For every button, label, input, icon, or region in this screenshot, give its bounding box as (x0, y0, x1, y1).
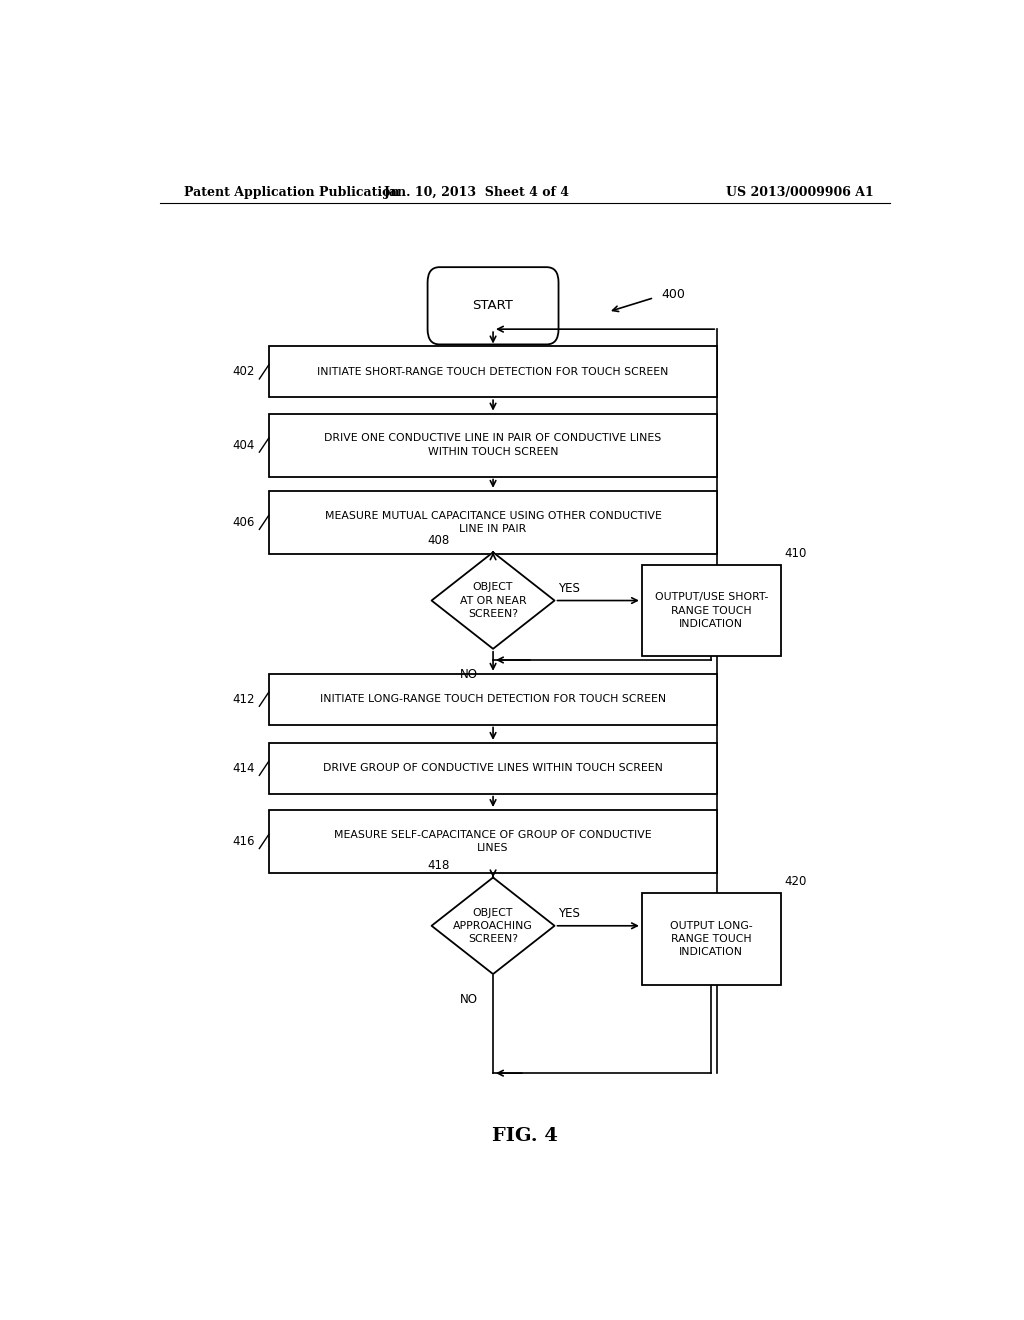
Polygon shape (431, 878, 555, 974)
Text: INITIATE LONG-RANGE TOUCH DETECTION FOR TOUCH SCREEN: INITIATE LONG-RANGE TOUCH DETECTION FOR … (319, 694, 667, 704)
Text: NO: NO (460, 993, 478, 1006)
FancyBboxPatch shape (428, 267, 558, 345)
Text: 414: 414 (232, 762, 255, 775)
FancyBboxPatch shape (269, 673, 717, 725)
Text: 400: 400 (662, 288, 685, 301)
Text: 408: 408 (428, 535, 450, 548)
Text: OBJECT
APPROACHING
SCREEN?: OBJECT APPROACHING SCREEN? (454, 908, 532, 944)
Text: 420: 420 (784, 875, 807, 888)
Text: OBJECT
AT OR NEAR
SCREEN?: OBJECT AT OR NEAR SCREEN? (460, 582, 526, 619)
FancyBboxPatch shape (269, 413, 717, 477)
FancyBboxPatch shape (269, 491, 717, 554)
Text: OUTPUT LONG-
RANGE TOUCH
INDICATION: OUTPUT LONG- RANGE TOUCH INDICATION (670, 921, 753, 957)
Text: 416: 416 (232, 836, 255, 847)
Text: DRIVE GROUP OF CONDUCTIVE LINES WITHIN TOUCH SCREEN: DRIVE GROUP OF CONDUCTIVE LINES WITHIN T… (324, 763, 663, 774)
Text: INITIATE SHORT-RANGE TOUCH DETECTION FOR TOUCH SCREEN: INITIATE SHORT-RANGE TOUCH DETECTION FOR… (317, 367, 669, 376)
Text: DRIVE ONE CONDUCTIVE LINE IN PAIR OF CONDUCTIVE LINES
WITHIN TOUCH SCREEN: DRIVE ONE CONDUCTIVE LINE IN PAIR OF CON… (325, 433, 662, 457)
Text: YES: YES (558, 582, 581, 595)
Text: 412: 412 (232, 693, 255, 706)
FancyBboxPatch shape (269, 346, 717, 397)
Text: Jan. 10, 2013  Sheet 4 of 4: Jan. 10, 2013 Sheet 4 of 4 (384, 186, 570, 199)
Text: NO: NO (460, 668, 478, 681)
Polygon shape (431, 552, 555, 649)
Text: START: START (473, 300, 513, 313)
Text: YES: YES (558, 907, 581, 920)
Text: 418: 418 (428, 859, 450, 873)
Text: OUTPUT/USE SHORT-
RANGE TOUCH
INDICATION: OUTPUT/USE SHORT- RANGE TOUCH INDICATION (654, 593, 768, 628)
FancyBboxPatch shape (269, 743, 717, 793)
FancyBboxPatch shape (642, 565, 780, 656)
FancyBboxPatch shape (269, 810, 717, 873)
Text: Patent Application Publication: Patent Application Publication (183, 186, 399, 199)
Text: 406: 406 (232, 516, 255, 529)
Text: MEASURE MUTUAL CAPACITANCE USING OTHER CONDUCTIVE
LINE IN PAIR: MEASURE MUTUAL CAPACITANCE USING OTHER C… (325, 511, 662, 533)
Text: 404: 404 (232, 438, 255, 451)
Text: US 2013/0009906 A1: US 2013/0009906 A1 (726, 186, 873, 199)
FancyBboxPatch shape (642, 894, 780, 985)
Text: FIG. 4: FIG. 4 (492, 1127, 558, 1146)
Text: MEASURE SELF-CAPACITANCE OF GROUP OF CONDUCTIVE
LINES: MEASURE SELF-CAPACITANCE OF GROUP OF CON… (334, 830, 652, 853)
Text: 402: 402 (232, 366, 255, 379)
Text: 410: 410 (784, 546, 807, 560)
